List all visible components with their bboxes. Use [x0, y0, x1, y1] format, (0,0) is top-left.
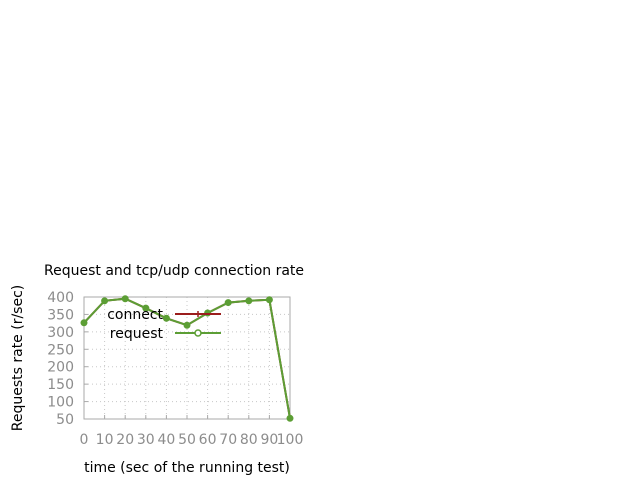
- x-tick-label: 70: [219, 432, 237, 448]
- y-tick-label: 400: [47, 290, 74, 306]
- x-tick-label: 100: [277, 432, 304, 448]
- data-point-request: [265, 296, 273, 304]
- y-tick-label: 100: [47, 395, 74, 411]
- x-tick-label: 90: [260, 432, 278, 448]
- y-tick-label: 50: [56, 412, 74, 428]
- data-point-request: [142, 304, 150, 312]
- data-point-request: [245, 297, 253, 305]
- legend-label-connect: connect: [107, 307, 163, 323]
- x-tick-label: 60: [199, 432, 217, 448]
- data-point-request: [121, 295, 129, 303]
- x-tick-label: 50: [178, 432, 196, 448]
- data-point-request: [162, 314, 170, 322]
- data-point-request: [183, 321, 191, 329]
- x-tick-label: 10: [96, 432, 114, 448]
- x-tick-label: 40: [157, 432, 175, 448]
- y-tick-label: 300: [47, 325, 74, 341]
- data-point-request: [101, 297, 109, 305]
- ticks: 0 10 20 30 40 50 60 70 80 90100501001502002503003…: [47, 290, 303, 448]
- legend-marker-connect: [195, 311, 201, 317]
- x-tick-label: 0: [80, 432, 89, 448]
- x-tick-label: 80: [240, 432, 258, 448]
- data-point-request: [286, 414, 294, 422]
- legend: connect request: [107, 307, 221, 342]
- legend-marker-request: [194, 329, 202, 337]
- x-tick-label: 30: [137, 432, 155, 448]
- y-axis-label: Requests rate (r/sec): [10, 285, 26, 432]
- chart-title: Request and tcp/udp connection rate: [44, 263, 304, 279]
- data-point-request: [224, 299, 232, 307]
- y-tick-label: 150: [47, 377, 74, 393]
- data-point-request: [80, 319, 88, 327]
- y-tick-label: 250: [47, 342, 74, 358]
- y-tick-label: 350: [47, 307, 74, 323]
- series-group: [80, 295, 294, 422]
- x-tick-label: 20: [116, 432, 134, 448]
- x-axis-label: time (sec of the running test): [84, 460, 290, 476]
- y-tick-label: 200: [47, 360, 74, 376]
- legend-label-request: request: [110, 326, 164, 342]
